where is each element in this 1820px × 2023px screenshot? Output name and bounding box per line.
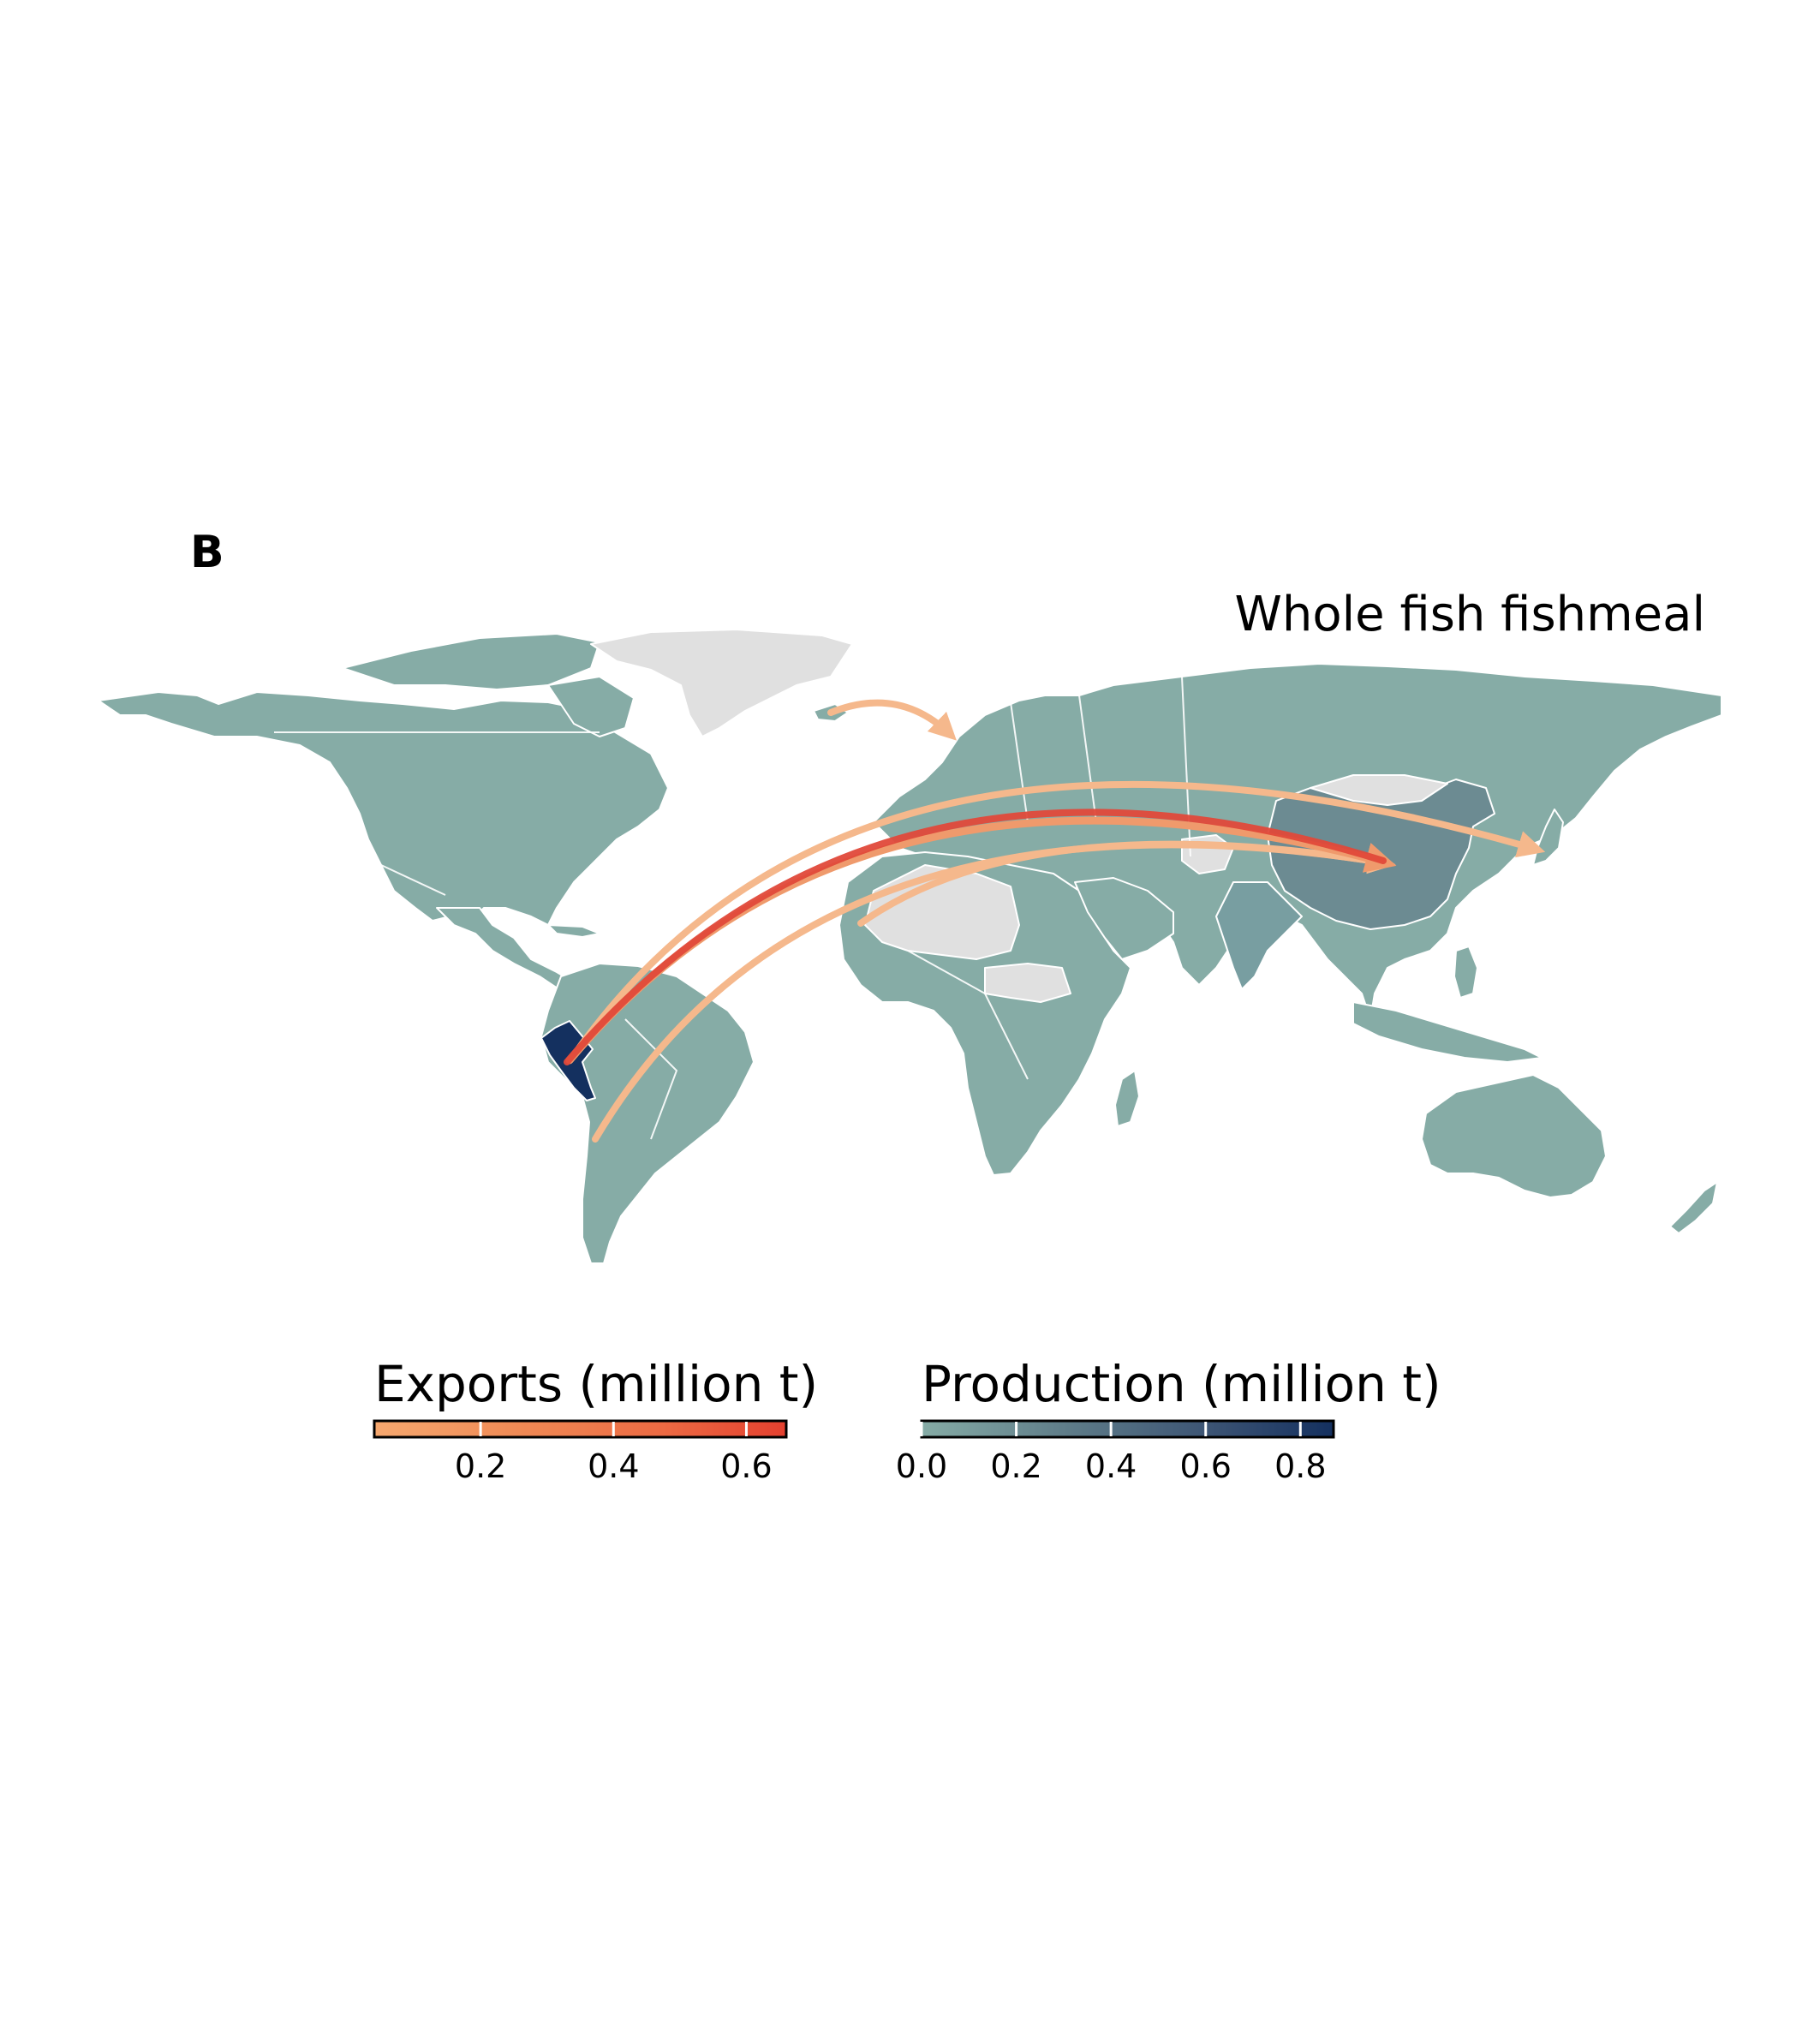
exports-legend-title: Exports (million t) <box>374 1355 819 1413</box>
caribbean <box>547 924 600 938</box>
land-masses <box>98 629 1722 1264</box>
production-colorbar <box>920 1419 1335 1439</box>
australia <box>1421 1074 1607 1198</box>
production-tick-label: 0.6 <box>1179 1447 1232 1485</box>
production-tick-label: 0.0 <box>895 1447 948 1485</box>
flow-peru-japan <box>569 780 1546 1061</box>
india <box>1215 881 1303 990</box>
production-tick-label: 0.2 <box>990 1447 1042 1485</box>
panel-label: B <box>190 527 224 578</box>
production-tick-label: 0.8 <box>1274 1447 1327 1485</box>
new-zealand <box>1669 1181 1718 1234</box>
exports-colorbar <box>373 1419 788 1439</box>
exports-tick-label: 0.4 <box>588 1447 640 1485</box>
sudan-nodata <box>984 963 1071 1003</box>
greenland <box>590 629 853 737</box>
exports-tick-label: 0.6 <box>720 1447 773 1485</box>
map-title: Whole fish fishmeal <box>1234 587 1706 642</box>
madagascar <box>1114 1070 1140 1127</box>
baffin-island <box>547 676 635 737</box>
trade-flows <box>564 699 1546 1143</box>
mongolia <box>1310 774 1448 806</box>
production-tick-label: 0.4 <box>1084 1447 1137 1485</box>
south-america <box>540 963 755 1264</box>
flow-iceland-norway <box>827 699 957 741</box>
arctic-islands <box>342 633 600 690</box>
indonesia <box>1352 1001 1543 1063</box>
country-borders <box>274 676 1191 1140</box>
north-america <box>98 691 669 926</box>
flow-peru-china-main <box>564 809 1387 1065</box>
arabia <box>1074 877 1174 960</box>
flow-westafrica-china <box>857 840 1396 927</box>
exports-tick-label: 0.2 <box>454 1447 507 1485</box>
philippines <box>1453 946 1478 999</box>
production-legend-title: Production (million t) <box>922 1355 1441 1413</box>
